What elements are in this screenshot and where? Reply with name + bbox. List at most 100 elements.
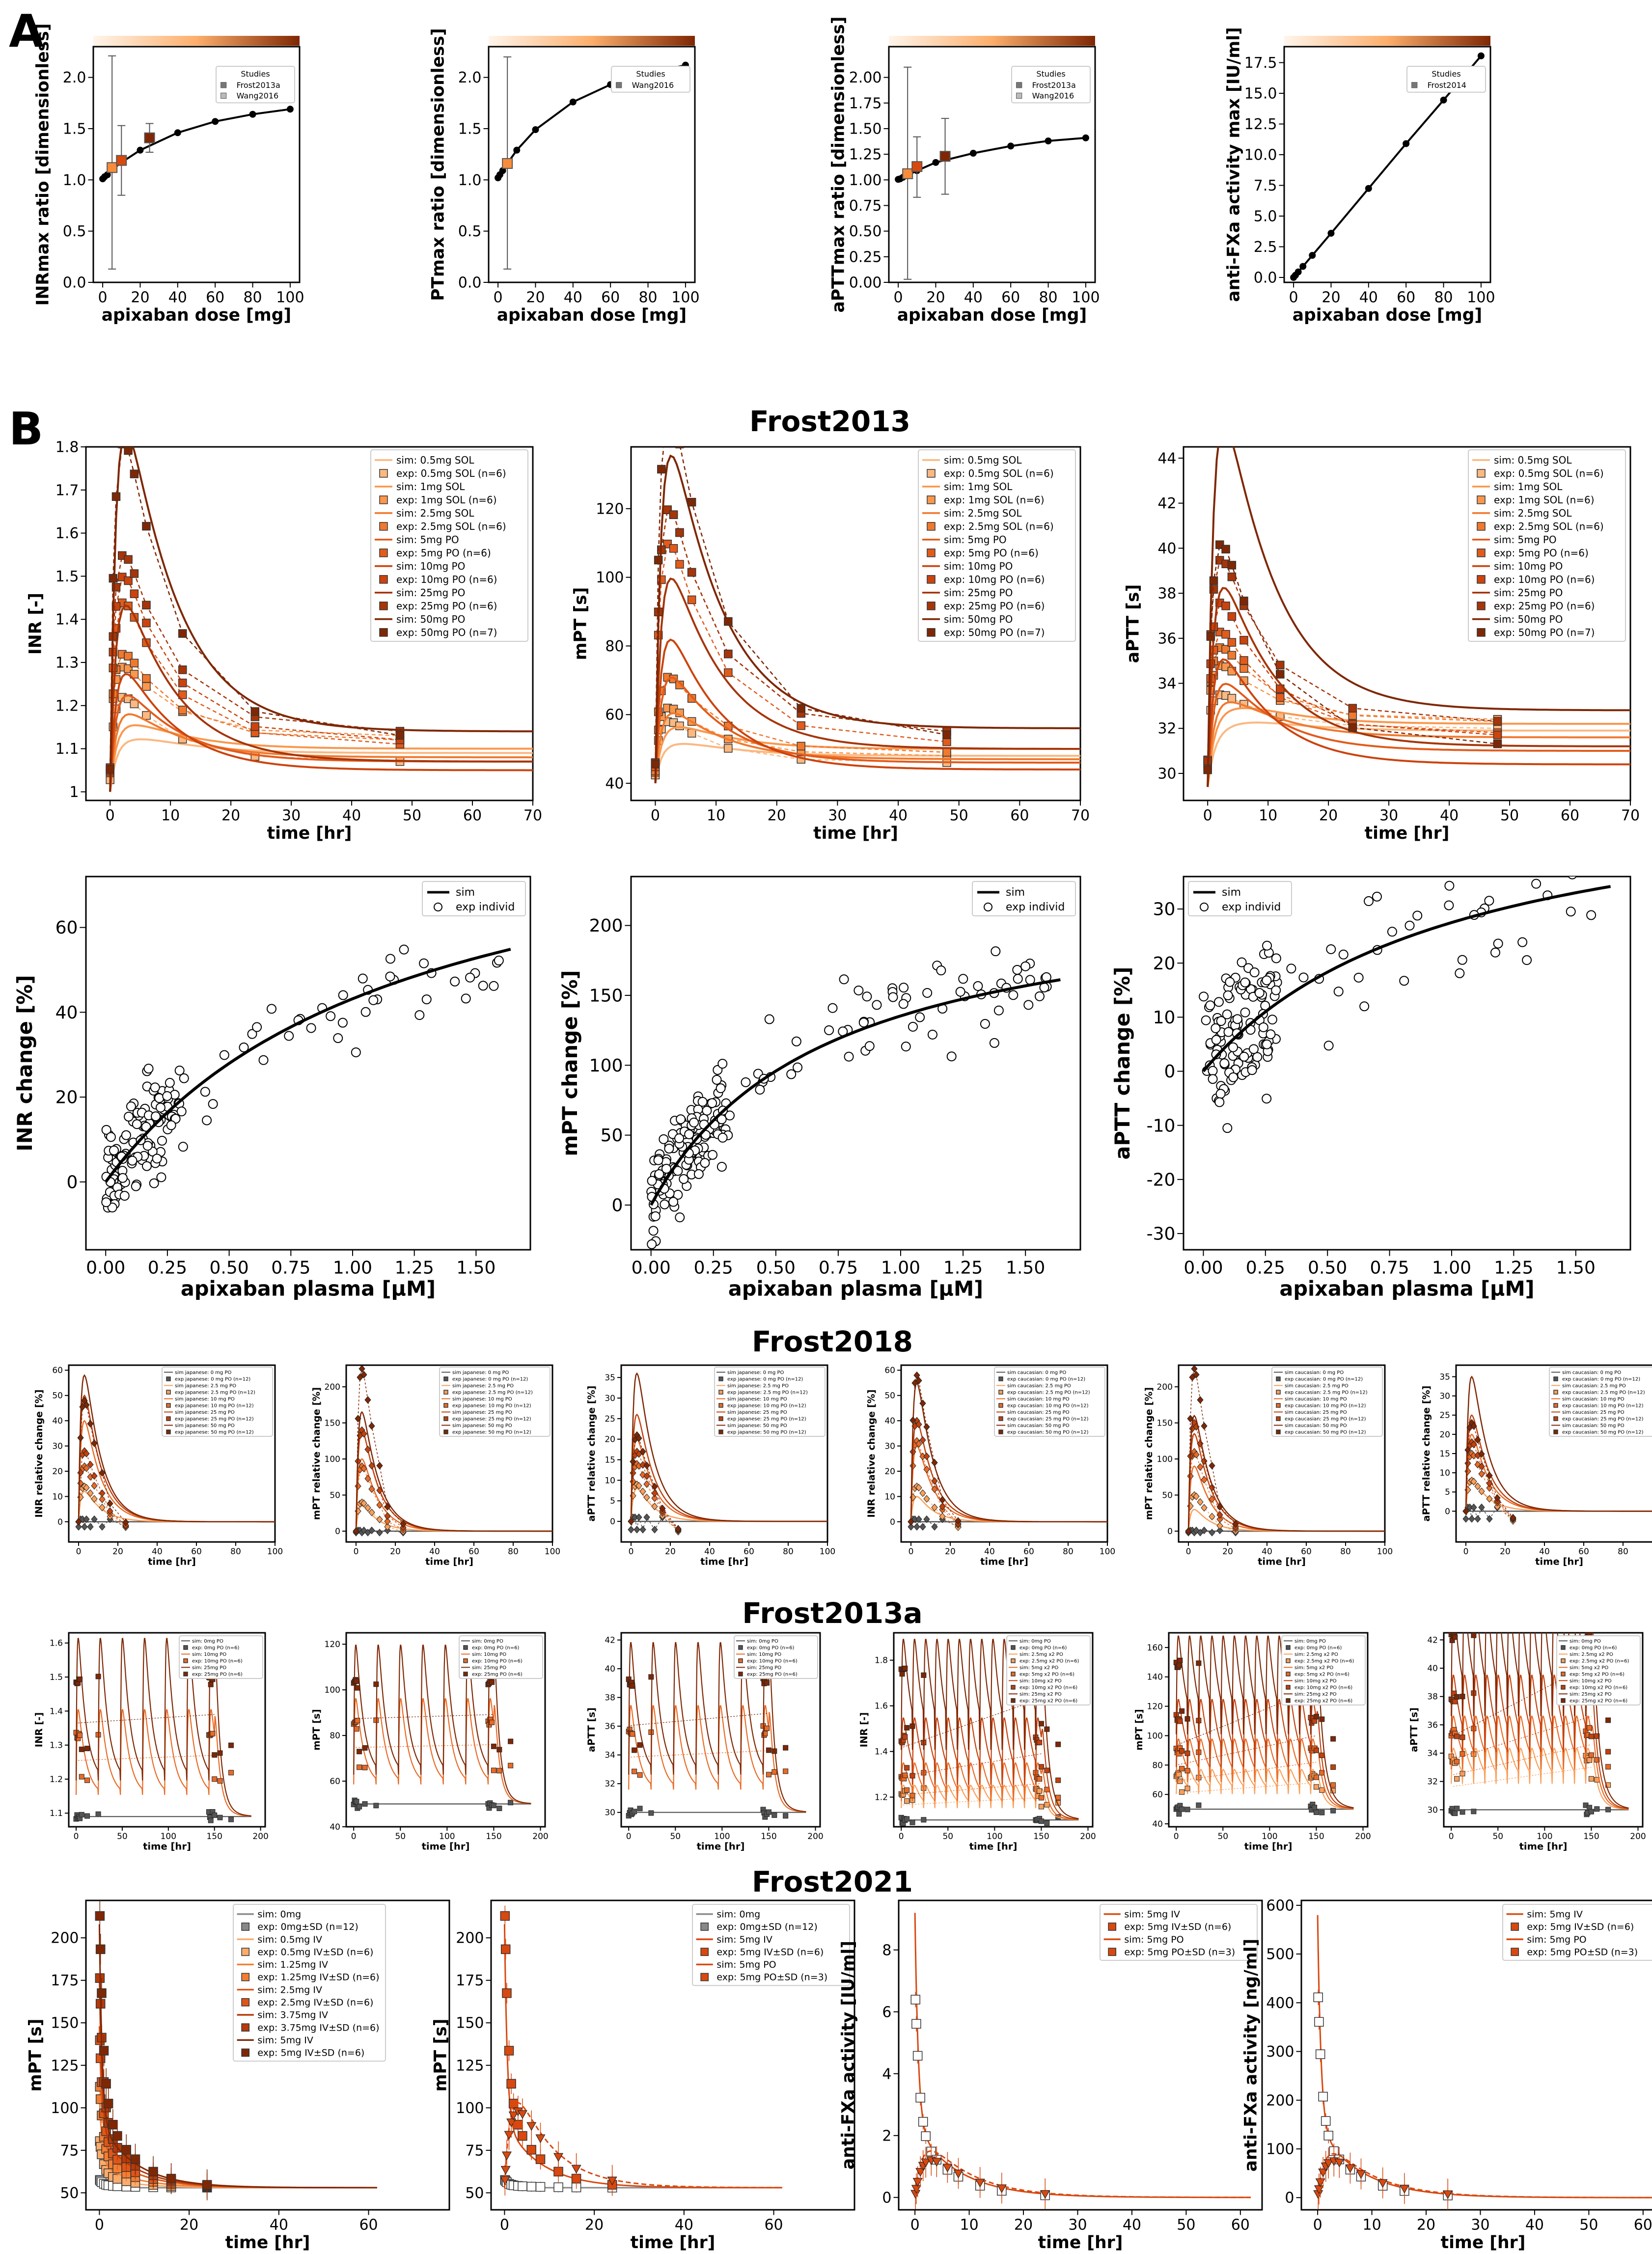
legend-entry: sim: 2.5mg SOL <box>1494 507 1572 519</box>
exp-point <box>99 1504 106 1512</box>
y-tick-label: 200 <box>1266 2092 1294 2109</box>
y-tick-label: 50 <box>1162 1490 1173 1500</box>
dose-colorbar <box>889 36 1095 46</box>
exp-individ-point <box>385 971 395 982</box>
exp-point <box>1345 2164 1355 2173</box>
exp-point <box>630 1731 635 1737</box>
exp-individ-point <box>1353 972 1364 983</box>
x-tick-label: 0 <box>1174 1832 1179 1842</box>
exp-point <box>1452 1811 1458 1816</box>
y-axis-label: mPT [s] <box>311 1709 322 1750</box>
exp-individ-point <box>707 1150 717 1160</box>
exp-point <box>166 2173 176 2184</box>
sim-line <box>1176 1738 1354 1810</box>
exp-point <box>1193 1451 1200 1458</box>
exp-point <box>112 2131 122 2141</box>
y-tick-label: 0 <box>610 1517 615 1527</box>
y-tick-label: 0.25 <box>849 248 882 266</box>
exp-point <box>376 1515 383 1524</box>
y-tick-label: 0.75 <box>849 197 882 215</box>
y-axis-label: mPT [s] <box>571 587 591 660</box>
plot-area <box>1290 52 1485 281</box>
exp-individ-point <box>101 1125 111 1135</box>
exp-point <box>1193 1371 1200 1379</box>
exp-point <box>643 1461 650 1470</box>
exp-individ-point <box>664 1143 674 1154</box>
x-tick-label: 20 <box>526 289 545 306</box>
exp-individ-point <box>1240 977 1250 988</box>
exp-individ-point <box>360 1007 371 1017</box>
x-tick-label: 150 <box>486 1832 501 1842</box>
x-axis-label: time [hr] <box>267 824 352 843</box>
y-tick-label: 0 <box>1167 1527 1173 1537</box>
x-tick-label: 20 <box>131 289 149 306</box>
exp-point <box>364 1396 371 1404</box>
x-axis-label: time [hr] <box>1519 1841 1568 1852</box>
plot-area <box>626 1642 806 1820</box>
exp-line <box>910 1440 959 1525</box>
exp-line <box>1207 602 1498 767</box>
legend-entry: exp: 0mg PO (n=6) <box>1019 1645 1067 1650</box>
y-tick-label: 20 <box>52 1467 63 1477</box>
exp-point <box>904 1798 910 1804</box>
sim-line <box>1176 1699 1354 1809</box>
exp-point <box>384 1512 391 1520</box>
exp-point <box>228 1742 234 1748</box>
legend-marker <box>718 1429 723 1434</box>
exp-individ-point <box>1596 852 1604 861</box>
exp-point <box>1330 1764 1336 1770</box>
legend-entry: exp: 0mg±SD (n=12) <box>257 1922 358 1932</box>
sim-line <box>1207 721 1630 787</box>
y-tick-label: 35 <box>1439 1372 1450 1382</box>
exp-point <box>923 1465 930 1474</box>
legend-entry: exp japanese: 2.5 mg PO (n=12) <box>175 1390 255 1395</box>
y-axis-label: INR relative change [%] <box>866 1389 877 1517</box>
y-axis-label: mPT [s] <box>26 2019 46 2092</box>
exp-point <box>1321 2116 1331 2126</box>
section-title-frost2018: Frost2018 <box>752 1325 913 1358</box>
legend-marker <box>616 82 622 88</box>
exp-individ-point <box>414 1010 425 1020</box>
legend-entry: sim: 10mg PO <box>1494 560 1563 572</box>
sim-point <box>286 106 294 113</box>
exp-point <box>87 1420 94 1428</box>
legend-entry: sim japanese: 50 mg PO <box>727 1423 787 1429</box>
exp-individ-point <box>660 1199 670 1209</box>
legend-entry: sim: 10mg PO <box>396 560 465 572</box>
exp-individ-point <box>1208 1074 1218 1084</box>
legend-marker <box>1276 1390 1281 1395</box>
y-axis-label: anti-FXa activity [ng/ml] <box>1241 1939 1261 2172</box>
legend-frame <box>216 66 295 104</box>
exp-point <box>1209 1512 1215 1521</box>
sim-point <box>513 146 521 154</box>
exp-individ-point <box>661 1163 671 1174</box>
exp-individ-point <box>741 1077 751 1087</box>
x-tick-label: 0 <box>910 2217 920 2234</box>
exp-line <box>655 543 947 767</box>
exp-point <box>912 2178 923 2187</box>
x-tick-label: 1.50 <box>456 1258 496 1278</box>
y-tick-label: 400 <box>1266 1995 1294 2012</box>
exp-point <box>639 1461 646 1469</box>
y-tick-label: 10 <box>884 1492 895 1502</box>
exp-point <box>1184 1768 1190 1774</box>
exp-point <box>368 1509 375 1516</box>
y-tick-label: 1.0 <box>63 172 86 189</box>
legend-marker <box>998 1416 1003 1421</box>
chart-B4: 0.00 0.25 0.50 0.75 1.00 1.25 1.500204060apixa… <box>13 876 531 1301</box>
exp-individ-point <box>239 1042 249 1052</box>
sim-line <box>503 2102 782 2189</box>
y-tick-label: 60 <box>605 707 624 724</box>
exp-point <box>1330 1782 1336 1788</box>
legend-marker <box>1477 469 1486 478</box>
y-tick-label: 100 <box>589 1056 623 1076</box>
x-tick-label: 60 <box>764 2217 783 2234</box>
y-tick-label: 200 <box>1157 1382 1173 1392</box>
legend-entry: sim: 5mg x2 PO <box>1019 1665 1058 1671</box>
legend-entry: exp: 2.5mg x2 PO (n=6) <box>1019 1658 1079 1664</box>
y-tick-label: 0 <box>335 1527 340 1537</box>
exp-point <box>1454 1776 1460 1782</box>
exp-point <box>1044 1726 1050 1732</box>
